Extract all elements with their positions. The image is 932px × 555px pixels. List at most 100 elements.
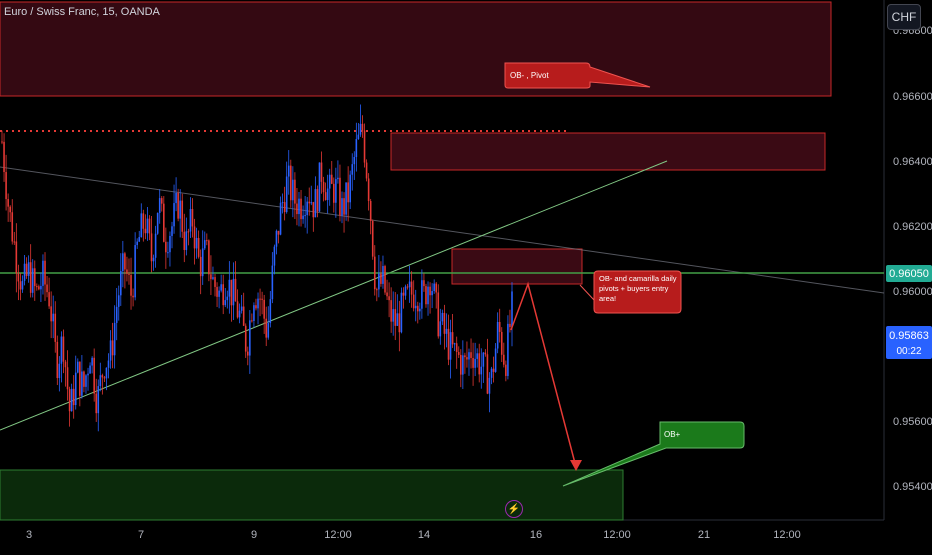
candle-body [439,321,442,337]
candle-body [181,200,184,232]
time-tick-label: 12:00 [603,529,631,541]
candle-body [281,202,284,204]
bearish-ob-zone-entry[interactable] [451,248,583,285]
candle-body [249,320,251,356]
last-price-text: 0.95863 [889,330,929,342]
candle-body [13,241,16,243]
currency-button[interactable]: CHF [887,4,921,30]
candle-body [314,189,317,218]
candle-body [152,257,155,262]
projection-path[interactable] [510,281,577,468]
candle-body [326,188,329,201]
candle-body [339,177,341,216]
candle-body [52,313,55,322]
candle-body [167,252,169,254]
candle-body [189,209,192,232]
candle-body [214,277,216,287]
candle-body [224,300,227,306]
price-ticks: 0.968000.966000.964000.962000.960000.956… [893,25,932,493]
callout-ob-pivot[interactable]: OB- , Pivot [504,62,651,89]
candle-body [201,248,204,277]
candle-body [470,352,472,358]
candle-body [312,202,315,218]
ascending-trendline[interactable] [0,160,668,431]
candle-body [76,361,79,373]
candle-body [437,292,440,337]
candle-body [376,289,378,291]
candle-body [396,313,399,326]
candle-body [42,260,44,286]
candle-body [492,368,495,372]
candle-body [62,336,65,362]
candle-body [160,198,163,204]
candle-body [244,325,247,352]
candle-body [349,174,351,203]
candle-body [142,213,145,229]
candle-body [484,352,487,355]
candle-body [257,298,259,309]
candle-body [27,262,30,276]
candle-body [269,299,272,324]
candle-body [359,123,362,135]
candle-body [357,134,360,140]
candle-body [210,274,212,280]
callout-entry-line-1: OB- and camarilla daily [599,274,677,283]
candle-body [158,198,161,213]
callout-ob-plus-text: OB+ [664,430,681,439]
candle-body [390,300,392,322]
candle-body [216,286,218,297]
candle-body [1,141,3,143]
candle-body [302,215,304,220]
candlestick-series [1,104,513,432]
projection-arrowhead [570,460,582,471]
candle-body [503,354,505,365]
time-axis[interactable] [0,520,932,550]
candle-body [466,357,468,360]
time-tick-label: 9 [251,529,257,541]
symbol-title[interactable]: Euro / Swiss Franc, 15, OANDA [4,6,160,18]
pivot-price-label[interactable]: 0.96050 [886,265,932,282]
candle-body [130,274,132,296]
candle-body [199,256,202,277]
bearish-ob-zone-mid[interactable] [390,132,826,171]
candle-body [140,213,143,238]
candle-body [455,343,458,353]
candle-body [443,312,446,334]
candle-body [109,340,112,361]
candle-body [208,240,210,275]
candle-body [459,354,462,375]
candle-body [128,273,130,275]
candle-body [183,231,186,251]
candle-body [330,174,333,184]
bullish-ob-zone[interactable] [0,469,624,521]
candle-body [44,260,46,285]
bearish-ob-zone-top[interactable] [0,1,832,97]
candle-body [310,202,313,204]
candle-body [144,228,147,234]
candle-body [60,336,63,364]
candle-body [163,203,165,242]
callout-entry-area[interactable]: OB- and camarilla daily pivots + buyers … [579,270,682,314]
candle-body [259,298,261,300]
callout-ob-plus[interactable]: OB+ [562,421,745,487]
descending-trendline[interactable] [0,166,885,294]
candle-body [498,321,501,332]
price-axis[interactable] [884,0,932,520]
candle-body [343,198,345,215]
candle-body [337,177,339,180]
candle-body [480,366,483,375]
candle-body [451,332,454,345]
countdown-text: 00:22 [896,346,921,357]
candle-body [406,286,409,288]
bolt-icon[interactable]: ⚡ [505,500,523,518]
callout-entry-line-3: area! [599,294,616,303]
last-price-label[interactable]: 0.95863 00:22 [886,326,932,359]
candle-body [255,305,257,309]
candle-body [421,280,423,309]
candle-body [394,309,397,326]
candle-body [427,286,429,305]
time-tick-label: 7 [138,529,144,541]
candle-body [304,215,306,217]
